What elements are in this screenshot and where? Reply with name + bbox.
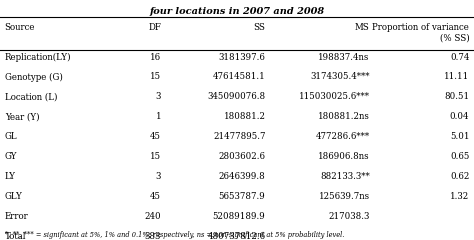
Text: 45: 45	[150, 132, 161, 141]
Text: Total: Total	[5, 232, 26, 240]
Text: 882133.3**: 882133.3**	[320, 172, 370, 181]
Text: GL: GL	[5, 132, 18, 141]
Text: Replication(LY): Replication(LY)	[5, 53, 72, 62]
Text: Error: Error	[5, 212, 28, 221]
Text: 52089189.9: 52089189.9	[213, 212, 265, 221]
Text: *, **, *** = significant at 5%, 1% and 0.1%, respectively, ns = non-significant : *, **, *** = significant at 5%, 1% and 0…	[5, 231, 344, 239]
Text: 240: 240	[145, 212, 161, 221]
Text: 198837.4ns: 198837.4ns	[319, 53, 370, 62]
Text: Source: Source	[5, 23, 35, 32]
Text: 480737812.6: 480737812.6	[207, 232, 265, 240]
Text: 0.74: 0.74	[450, 53, 469, 62]
Text: 2646399.8: 2646399.8	[219, 172, 265, 181]
Text: 2803602.6: 2803602.6	[219, 152, 265, 161]
Text: 125639.7ns: 125639.7ns	[319, 192, 370, 201]
Text: 15: 15	[150, 72, 161, 82]
Text: 0.62: 0.62	[450, 172, 469, 181]
Text: LY: LY	[5, 172, 16, 181]
Text: 1.32: 1.32	[450, 192, 469, 201]
Text: 180881.2: 180881.2	[223, 112, 265, 121]
Text: 45: 45	[150, 192, 161, 201]
Text: 5653787.9: 5653787.9	[219, 192, 265, 201]
Text: 186906.8ns: 186906.8ns	[318, 152, 370, 161]
Text: 3181397.6: 3181397.6	[219, 53, 265, 62]
Text: 383: 383	[145, 232, 161, 240]
Text: 80.51: 80.51	[444, 92, 469, 102]
Text: 477286.6***: 477286.6***	[316, 132, 370, 141]
Text: four locations in 2007 and 2008: four locations in 2007 and 2008	[149, 7, 325, 16]
Text: 180881.2ns: 180881.2ns	[318, 112, 370, 121]
Text: DF: DF	[148, 23, 161, 32]
Text: 0.04: 0.04	[450, 112, 469, 121]
Text: 3: 3	[156, 172, 161, 181]
Text: 217038.3: 217038.3	[328, 212, 370, 221]
Text: Proportion of variance
(% SS): Proportion of variance (% SS)	[373, 23, 469, 42]
Text: 3: 3	[156, 92, 161, 102]
Text: GY: GY	[5, 152, 17, 161]
Text: 47614581.1: 47614581.1	[213, 72, 265, 82]
Text: 1: 1	[155, 112, 161, 121]
Text: 15: 15	[150, 152, 161, 161]
Text: 16: 16	[150, 53, 161, 62]
Text: Genotype (G): Genotype (G)	[5, 72, 63, 82]
Text: 345090076.8: 345090076.8	[207, 92, 265, 102]
Text: 11.11: 11.11	[444, 72, 469, 82]
Text: SS: SS	[254, 23, 265, 32]
Text: 0.65: 0.65	[450, 152, 469, 161]
Text: 21477895.7: 21477895.7	[213, 132, 265, 141]
Text: 5.01: 5.01	[450, 132, 469, 141]
Text: Location (L): Location (L)	[5, 92, 57, 102]
Text: 115030025.6***: 115030025.6***	[299, 92, 370, 102]
Text: GLY: GLY	[5, 192, 23, 201]
Text: 3174305.4***: 3174305.4***	[310, 72, 370, 82]
Text: Year (Y): Year (Y)	[5, 112, 39, 121]
Text: MS: MS	[355, 23, 370, 32]
